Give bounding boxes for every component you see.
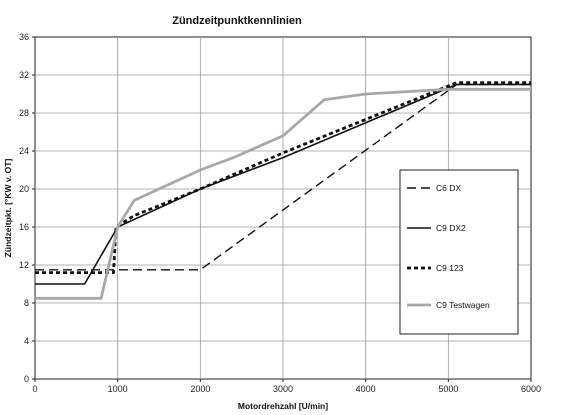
x-tick-label: 4000: [356, 384, 376, 394]
y-tick-label: 32: [19, 70, 29, 80]
y-tick-label: 16: [19, 222, 29, 232]
x-tick-labels: 0 1000 2000 3000 4000 5000 6000: [32, 384, 541, 394]
chart-title: Zündzeitpunktkennlinien: [172, 15, 302, 27]
x-tick-label: 2000: [190, 384, 210, 394]
legend-label-2: C9 DX2: [436, 223, 466, 233]
series-lines: [35, 81, 531, 300]
x-tick-label: 5000: [438, 384, 458, 394]
y-tick-labels: 0 4 8 12 16 20 24 28 32 36: [19, 32, 29, 384]
y-tick-label: 24: [19, 146, 29, 156]
legend-label-3: C9 123: [436, 263, 464, 273]
series-line-2: [35, 83, 531, 285]
legend-label-1: C6 DX: [436, 183, 461, 193]
legend-box: [399, 169, 519, 335]
x-tick-label: 3000: [273, 384, 293, 394]
y-tick-label: 0: [24, 374, 29, 384]
y-tick-label: 28: [19, 108, 29, 118]
y-tick-label: 20: [19, 184, 29, 194]
y-tick-label: 8: [24, 298, 29, 308]
y-tick-label: 4: [24, 336, 29, 346]
legend-label-4: C9 Testwagen: [436, 300, 490, 310]
y-tick-label: 12: [19, 260, 29, 270]
x-tick-label: 1000: [108, 384, 128, 394]
series-line-3: [35, 81, 531, 275]
x-axis-label: Motordrehzahl [U/min]: [238, 401, 328, 411]
x-tick-label: 0: [32, 384, 37, 394]
y-tick-label: 36: [19, 32, 29, 42]
legend: C6 DX C9 DX2 C9 123 C9 Testwagen: [399, 169, 519, 335]
x-tick-label: 6000: [521, 384, 541, 394]
series-line-4: [35, 87, 531, 300]
y-axis-label: Zündzeitpkt. [°KW v. OT]: [3, 159, 13, 258]
